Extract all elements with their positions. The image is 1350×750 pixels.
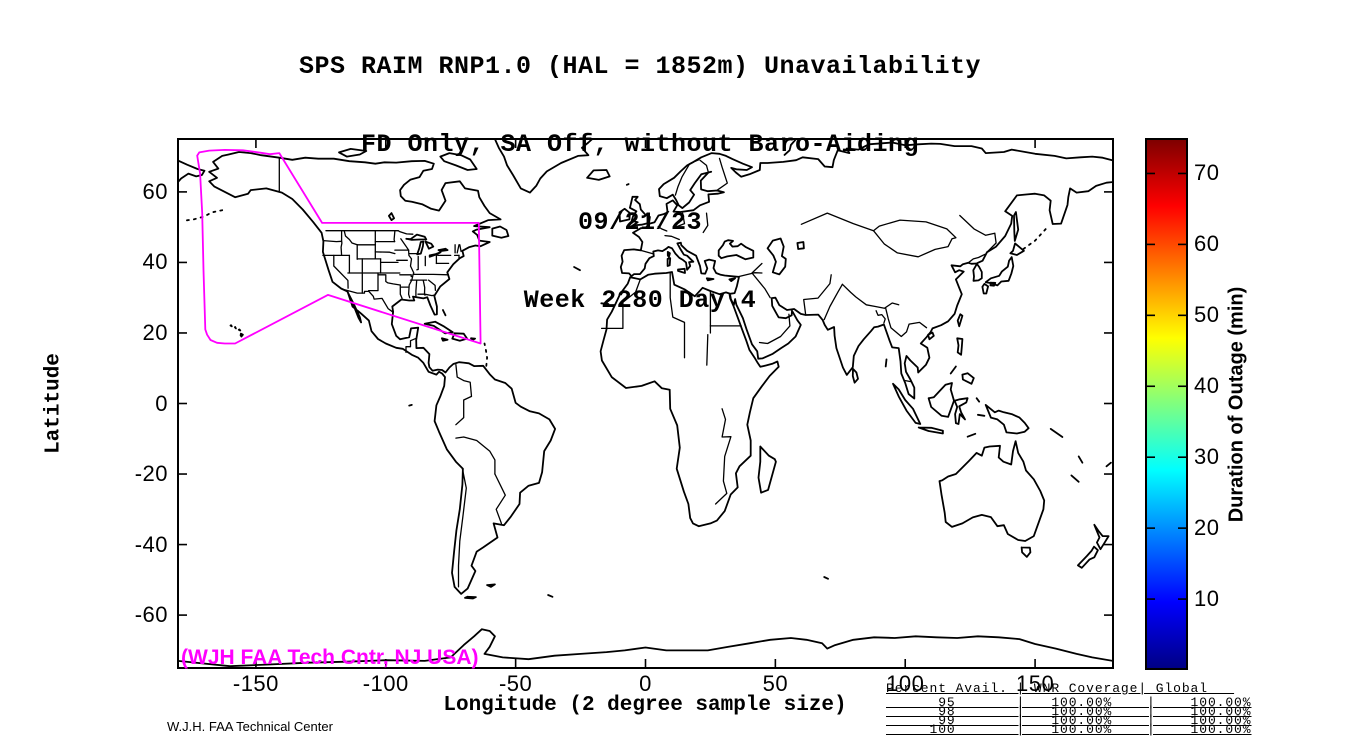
availability-table-header: Percent Avail. | WNR Coverage| Global [886,681,1235,696]
colorbar-tick-label: 10 [1194,586,1220,612]
colorbar-tick-label: 70 [1194,160,1220,186]
availability-table-row: 100 | 100.00% | 100.00% [886,722,1252,737]
availability-table-rows: 95 | 100.00% | 100.00% 98 | 100.00% | 10… [886,695,1252,737]
colorbar-tick-label: 40 [1194,373,1220,399]
y-tick-label: 0 [155,390,168,416]
x-tick-label: -150 [232,671,279,696]
y-tick-label: -60 [134,602,168,628]
availability-table-row: 98 | 100.00% | 100.00% [886,704,1252,719]
x-tick-label: 100 [886,671,925,696]
y-tick-label: -20 [134,461,168,487]
x-tick-label: 150 [1015,671,1055,696]
colorbar-label: Duration of Outage (min) [1225,286,1248,523]
y-tick-label: 60 [142,178,168,204]
y-tick-label: -40 [134,531,168,557]
x-tick-label: 0 [639,671,652,696]
colorbar-tick-label: 50 [1194,302,1220,328]
x-axis-label: Longitude (2 degree sample size) [443,694,847,717]
availability-table-row: 99 | 100.00% | 100.00% [886,713,1252,728]
credits-line-1: W.J.H. FAA Technical Center [167,719,333,734]
x-tick-label: 50 [762,671,789,696]
credits-block: W.J.H. FAA Technical Center WAAS Test Te… [167,686,333,750]
y-axis-label: Latitude [42,353,66,454]
colorbar-gradient [1145,138,1188,670]
title-line-1: SPS RAIM RNP1.0 (HAL = 1852m) Unavailabi… [298,52,982,81]
colorbar-tick-label: 20 [1194,515,1220,541]
colorbar-tick-label: 60 [1194,231,1220,257]
y-tick-label: 20 [142,319,168,345]
y-tick-label: 40 [142,249,168,275]
watermark-text: (WJH FAA Tech Cntr, NJ USA) [181,646,479,669]
colorbar-tick-label: 30 [1194,444,1220,470]
x-tick-label: -100 [362,671,409,696]
availability-table-row: 95 | 100.00% | 100.00% [886,695,1252,710]
x-tick-label: -50 [498,671,533,696]
